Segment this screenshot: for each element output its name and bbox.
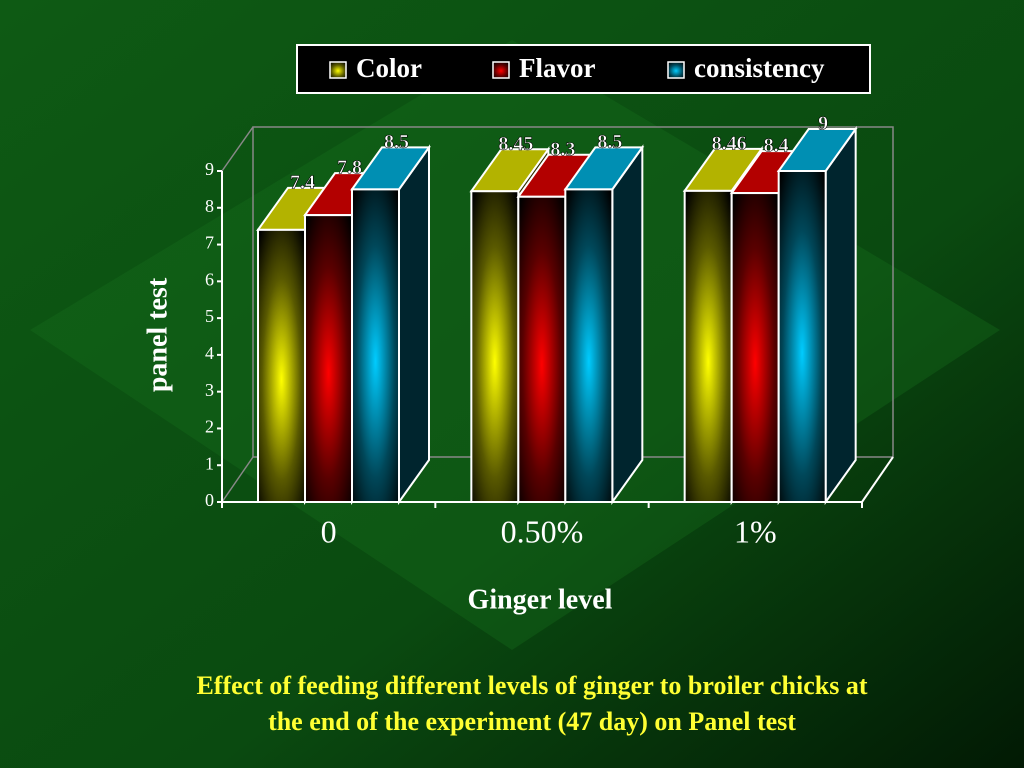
legend-swatch <box>329 61 347 79</box>
bar-front <box>470 190 520 503</box>
value-label: 8.4 <box>764 135 789 157</box>
bar <box>563 144 645 506</box>
bar-front <box>257 228 306 503</box>
bar-front <box>304 214 353 503</box>
value-label: 7.4 <box>290 171 315 193</box>
y-tick-label: 6 <box>205 269 214 289</box>
legend-box <box>296 44 871 94</box>
y-tick-label: 4 <box>205 343 214 363</box>
legend-label: Flavor <box>519 53 595 83</box>
value-label: 9 <box>818 113 828 135</box>
legend-swatch <box>667 61 685 79</box>
bar-front <box>777 170 827 503</box>
caption-line: Effect of feeding different levels of gi… <box>196 671 867 700</box>
legend-label: consistency <box>694 53 825 83</box>
x-tick-label: 0.50% <box>501 513 584 549</box>
value-label: 8.5 <box>597 131 622 153</box>
bar-front <box>730 192 780 503</box>
y-tick-label: 8 <box>205 196 214 216</box>
y-axis-title: panel test <box>142 277 173 392</box>
value-label: 8.46 <box>712 132 747 154</box>
bar <box>350 144 431 506</box>
x-tick-label: 1% <box>734 513 777 549</box>
floor-right <box>861 456 894 503</box>
bar-side <box>398 144 430 506</box>
y-tick-label: 7 <box>205 233 214 253</box>
y-tick-label: 3 <box>205 380 214 400</box>
value-label: 8.3 <box>550 138 575 160</box>
bar-front <box>517 195 567 503</box>
y-tick-label: 0 <box>205 490 214 510</box>
bar-front <box>351 188 400 503</box>
value-label: 7.8 <box>337 157 362 179</box>
y-tick-label: 9 <box>205 159 214 179</box>
wall-edge <box>221 456 254 503</box>
value-label: 8.45 <box>498 133 533 155</box>
x-axis-title: Ginger level <box>468 584 613 615</box>
legend-swatch <box>492 61 510 79</box>
x-tick-label: 0 <box>321 513 337 549</box>
bar-front <box>564 188 614 503</box>
value-label: 8.5 <box>384 131 409 153</box>
bar-side <box>611 144 644 506</box>
bar-side <box>824 125 857 506</box>
caption-line: the end of the experiment (47 day) on Pa… <box>268 707 796 736</box>
y-tick-label: 1 <box>205 453 214 473</box>
y-tick-label: 2 <box>205 417 214 437</box>
wall-edge <box>221 126 254 172</box>
bar-front <box>683 189 733 504</box>
legend-label: Color <box>356 53 422 83</box>
bar <box>776 125 858 506</box>
y-tick-label: 5 <box>205 306 214 326</box>
